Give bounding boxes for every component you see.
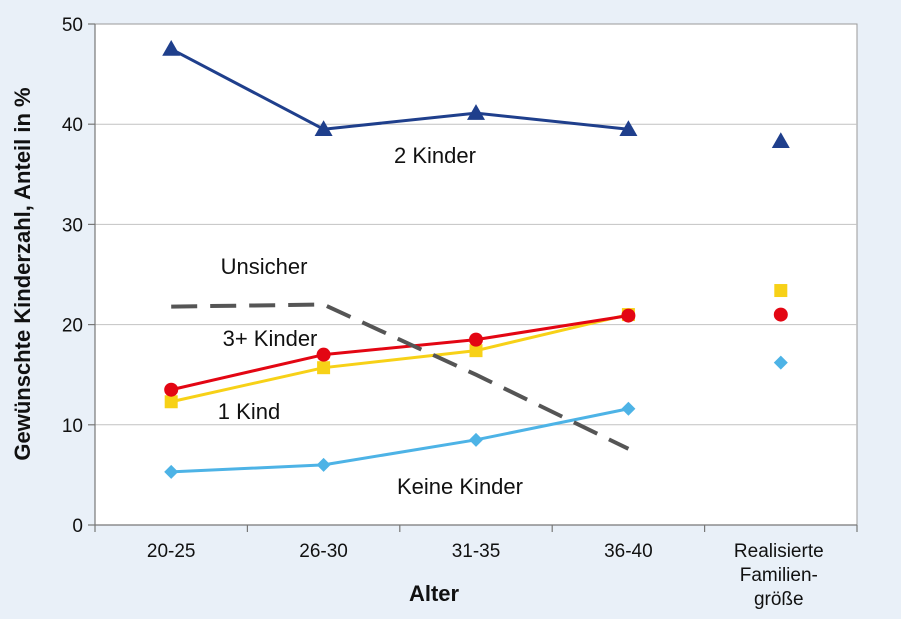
series-3-kinder xyxy=(164,307,788,397)
marker-diamond xyxy=(316,457,331,472)
marker-diamond xyxy=(469,432,483,447)
marker-square xyxy=(317,361,331,375)
series-label-3-kinder: 3+ Kinder xyxy=(223,326,318,351)
series-label-1-kind: 1 Kind xyxy=(218,399,280,424)
series-line xyxy=(170,313,629,404)
series-label-keine-kinder: Keine Kinder xyxy=(397,474,523,499)
marker-circle xyxy=(621,308,636,323)
series-line xyxy=(171,302,630,451)
series-label-2-kinder: 2 Kinder xyxy=(394,143,476,168)
marker-triangle xyxy=(162,40,181,56)
x-tick-label-realized: Realisierte xyxy=(734,541,824,562)
x-tick-label: 31-35 xyxy=(452,541,501,562)
marker-square xyxy=(164,395,178,409)
y-tick-label: 50 xyxy=(62,15,83,36)
x-tick-labels: 20-25 26-30 31-35 36-40 Realisierte Familien-… xyxy=(147,541,824,610)
marker-circle xyxy=(316,347,331,362)
y-tick-labels: 0 10 20 30 40 50 xyxy=(62,15,83,537)
y-axis-title: Gewünschte Kinderzahl, Anteil in % xyxy=(10,87,35,460)
series-group xyxy=(162,40,790,479)
marker-square xyxy=(774,284,788,298)
x-tick-label: 26-30 xyxy=(299,541,348,562)
series-line xyxy=(170,47,629,131)
marker-circle xyxy=(469,332,483,347)
x-tick-label: 20-25 xyxy=(147,541,196,562)
plot-area xyxy=(94,23,858,526)
axes xyxy=(88,23,858,532)
series-labels: 2 Kinder Unsicher 3+ Kinder 1 Kind Keine Kin… xyxy=(218,143,523,499)
marker-circle xyxy=(164,382,179,397)
marker-circle xyxy=(773,307,788,322)
series-label-unsicher: Unsicher xyxy=(221,254,308,279)
x-axis-title: Alter xyxy=(409,581,460,606)
series-line xyxy=(170,314,629,392)
marker-diamond xyxy=(773,355,788,370)
y-tick-label: 40 xyxy=(62,115,83,136)
series-keine-kinder xyxy=(164,355,788,479)
marker-triangle xyxy=(467,104,485,120)
x-tick-label-realized: Familien- xyxy=(740,565,818,586)
y-tick-label: 0 xyxy=(72,516,83,537)
y-tick-label: 10 xyxy=(62,416,83,437)
marker-triangle xyxy=(314,120,333,136)
x-tick-label: 36-40 xyxy=(604,541,653,562)
marker-triangle xyxy=(619,120,638,136)
y-tick-label: 20 xyxy=(62,316,83,337)
series-line xyxy=(171,407,629,474)
series-2-kinder xyxy=(162,40,790,148)
marker-triangle xyxy=(771,132,790,148)
series-unsicher xyxy=(171,302,630,451)
marker-diamond xyxy=(621,401,636,416)
marker-square xyxy=(469,344,483,358)
y-tick-label: 30 xyxy=(62,215,83,236)
marker-diamond xyxy=(164,464,179,479)
x-tick-label-realized: größe xyxy=(754,589,804,610)
gridlines xyxy=(95,123,857,426)
